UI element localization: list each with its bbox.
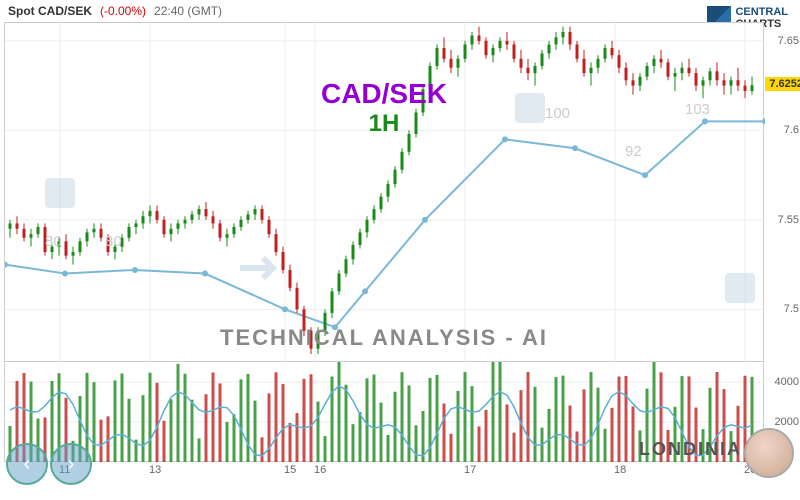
- x-tick: 18: [614, 464, 626, 476]
- price-chart[interactable]: CAD/SEK 1H TECHNICAL ANALYSIS - AI 7.57.…: [4, 22, 764, 362]
- watermark-icon: [725, 273, 755, 303]
- sub-y-tick: 2000: [775, 416, 799, 428]
- subtitle-overlay: TECHNICAL ANALYSIS - AI: [220, 325, 548, 351]
- arrow-icon: [235, 243, 285, 293]
- chart-header: Spot CAD/SEK (-0.00%) 22:40 (GMT): [0, 0, 800, 22]
- x-tick: 16: [314, 464, 326, 476]
- pair-label: CAD/SEK: [321, 78, 447, 110]
- indicator-value: 80: [105, 233, 122, 250]
- indicator-value: 80: [45, 233, 62, 250]
- sub-y-tick: 4000: [775, 376, 799, 388]
- y-axis: 7.57.557.67.65: [763, 23, 800, 361]
- nav-prev-button[interactable]: ‹: [6, 443, 48, 485]
- chart-title-overlay: CAD/SEK 1H: [321, 78, 447, 138]
- indicator-value: 92: [625, 143, 642, 160]
- timestamp: 22:40 (GMT): [154, 4, 222, 18]
- instrument-name: Spot CAD/SEK: [8, 4, 92, 18]
- x-tick: 15: [284, 464, 296, 476]
- nav-controls: ‹ ›: [6, 443, 92, 485]
- indicator-value: 100: [545, 105, 570, 122]
- watermark-icon: [45, 178, 75, 208]
- x-tick: 17: [464, 464, 476, 476]
- indicator-value: 103: [685, 101, 710, 118]
- pct-change: (-0.00%): [100, 4, 146, 18]
- timeframe-label: 1H: [321, 110, 447, 138]
- x-axis: 11131516171820: [4, 462, 764, 480]
- nav-next-button[interactable]: ›: [50, 443, 92, 485]
- last-price-tag: 7.6252: [765, 77, 800, 91]
- x-tick: 13: [149, 464, 161, 476]
- londinia-label: LONDINIA: [639, 439, 742, 460]
- avatar-icon[interactable]: [744, 428, 794, 478]
- watermark-icon: [515, 93, 545, 123]
- price-chart-svg: [5, 23, 765, 363]
